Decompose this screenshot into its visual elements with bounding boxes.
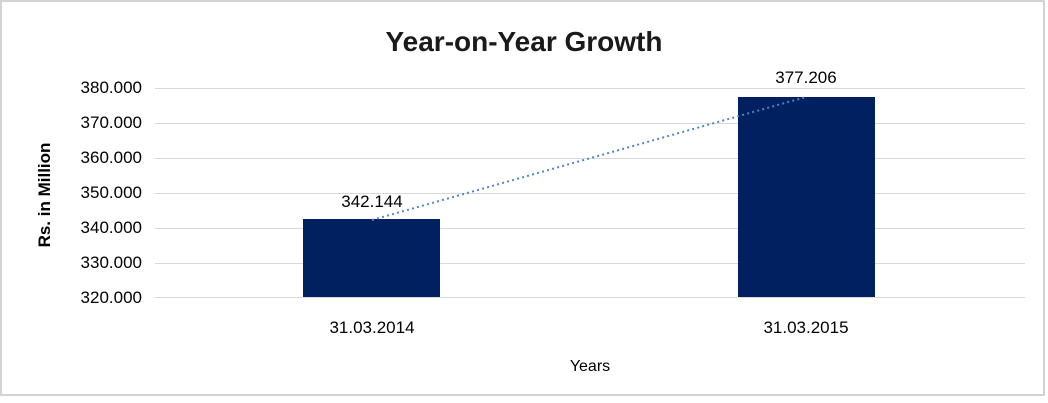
y-tick-label-380: 380.000 [80,78,142,97]
gridline-340 [155,228,1025,229]
gridline-360 [155,158,1025,159]
y-tick-label-340: 340.000 [80,218,142,237]
bar-2015 [738,97,875,297]
x-category-label-2014: 31.03.2014 [329,318,415,337]
y-tick-label-350: 350.000 [80,183,142,202]
bar-value-label-2014: 342.144 [341,192,403,211]
y-tick-label-370: 370.000 [80,113,142,132]
y-tick-label-330: 330.000 [80,253,142,272]
y-tick-label-320: 320.000 [80,288,142,307]
bar-value-label-2015: 377.206 [775,68,837,87]
plot-area [155,88,1025,298]
chart-title: Year-on-Year Growth [385,26,663,57]
x-category-label-2015: 31.03.2015 [763,318,849,337]
gridline-350 [155,193,1025,194]
gridline-380 [155,88,1025,89]
gridline-370 [155,123,1025,124]
y-tick-label-360: 360.000 [80,148,142,167]
x-axis-title: Years [569,358,611,375]
gridline-330 [155,263,1025,264]
bar-2014 [303,219,440,297]
gridline-320 [155,297,1025,298]
